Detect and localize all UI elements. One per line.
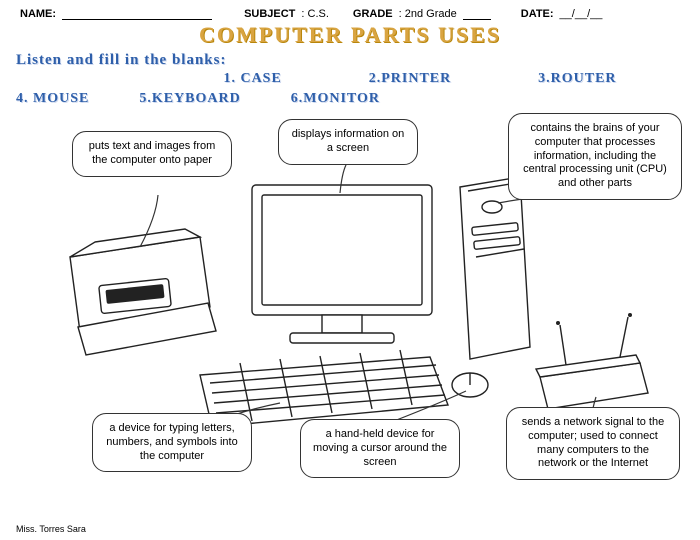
date-label: DATE: xyxy=(521,8,554,20)
callout-keyboard[interactable]: a device for typing letters, numbers, an… xyxy=(92,413,252,472)
grade-label: GRADE xyxy=(353,8,393,20)
wb-router: 3.ROUTER xyxy=(538,71,616,87)
wb-keyboard: 5.KEYBOARD xyxy=(139,91,240,107)
subject-label: SUBJECT xyxy=(244,8,295,20)
callout-mouse[interactable]: a hand-held device for moving a cursor a… xyxy=(300,419,460,478)
wb-mouse: 4. MOUSE xyxy=(16,91,89,107)
grade-blank[interactable] xyxy=(463,8,491,20)
grade-value: : 2nd Grade xyxy=(399,8,457,20)
worksheet-header: NAME: SUBJECT : C.S. GRADE : 2nd Grade D… xyxy=(0,0,700,20)
callout-printer[interactable]: puts text and images from the computer o… xyxy=(72,131,232,177)
word-bank-row-1: 1. CASE 2.PRINTER 3.ROUTER xyxy=(0,69,700,87)
subject-value: : C.S. xyxy=(301,8,329,20)
wb-case: 1. CASE xyxy=(223,71,281,87)
wb-printer: 2.PRINTER xyxy=(369,71,452,87)
date-value[interactable]: __/__/__ xyxy=(560,8,603,20)
word-bank-row-2: 4. MOUSE 5.KEYBOARD 6.MONITOR xyxy=(0,87,700,107)
name-blank[interactable] xyxy=(62,8,212,20)
wb-monitor: 6.MONITOR xyxy=(291,91,380,107)
instruction-text: Listen and fill in the blanks: xyxy=(0,52,700,69)
callout-case[interactable]: contains the brains of your computer tha… xyxy=(508,113,682,200)
author-credit: Miss. Torres Sara xyxy=(16,524,86,534)
name-label: NAME: xyxy=(20,8,56,20)
callout-router[interactable]: sends a network signal to the computer; … xyxy=(506,407,680,480)
diagram-area: puts text and images from the computer o… xyxy=(0,107,700,507)
worksheet-title: COMPUTER PARTS USES xyxy=(0,22,700,48)
callout-monitor[interactable]: displays information on a screen xyxy=(278,119,418,165)
